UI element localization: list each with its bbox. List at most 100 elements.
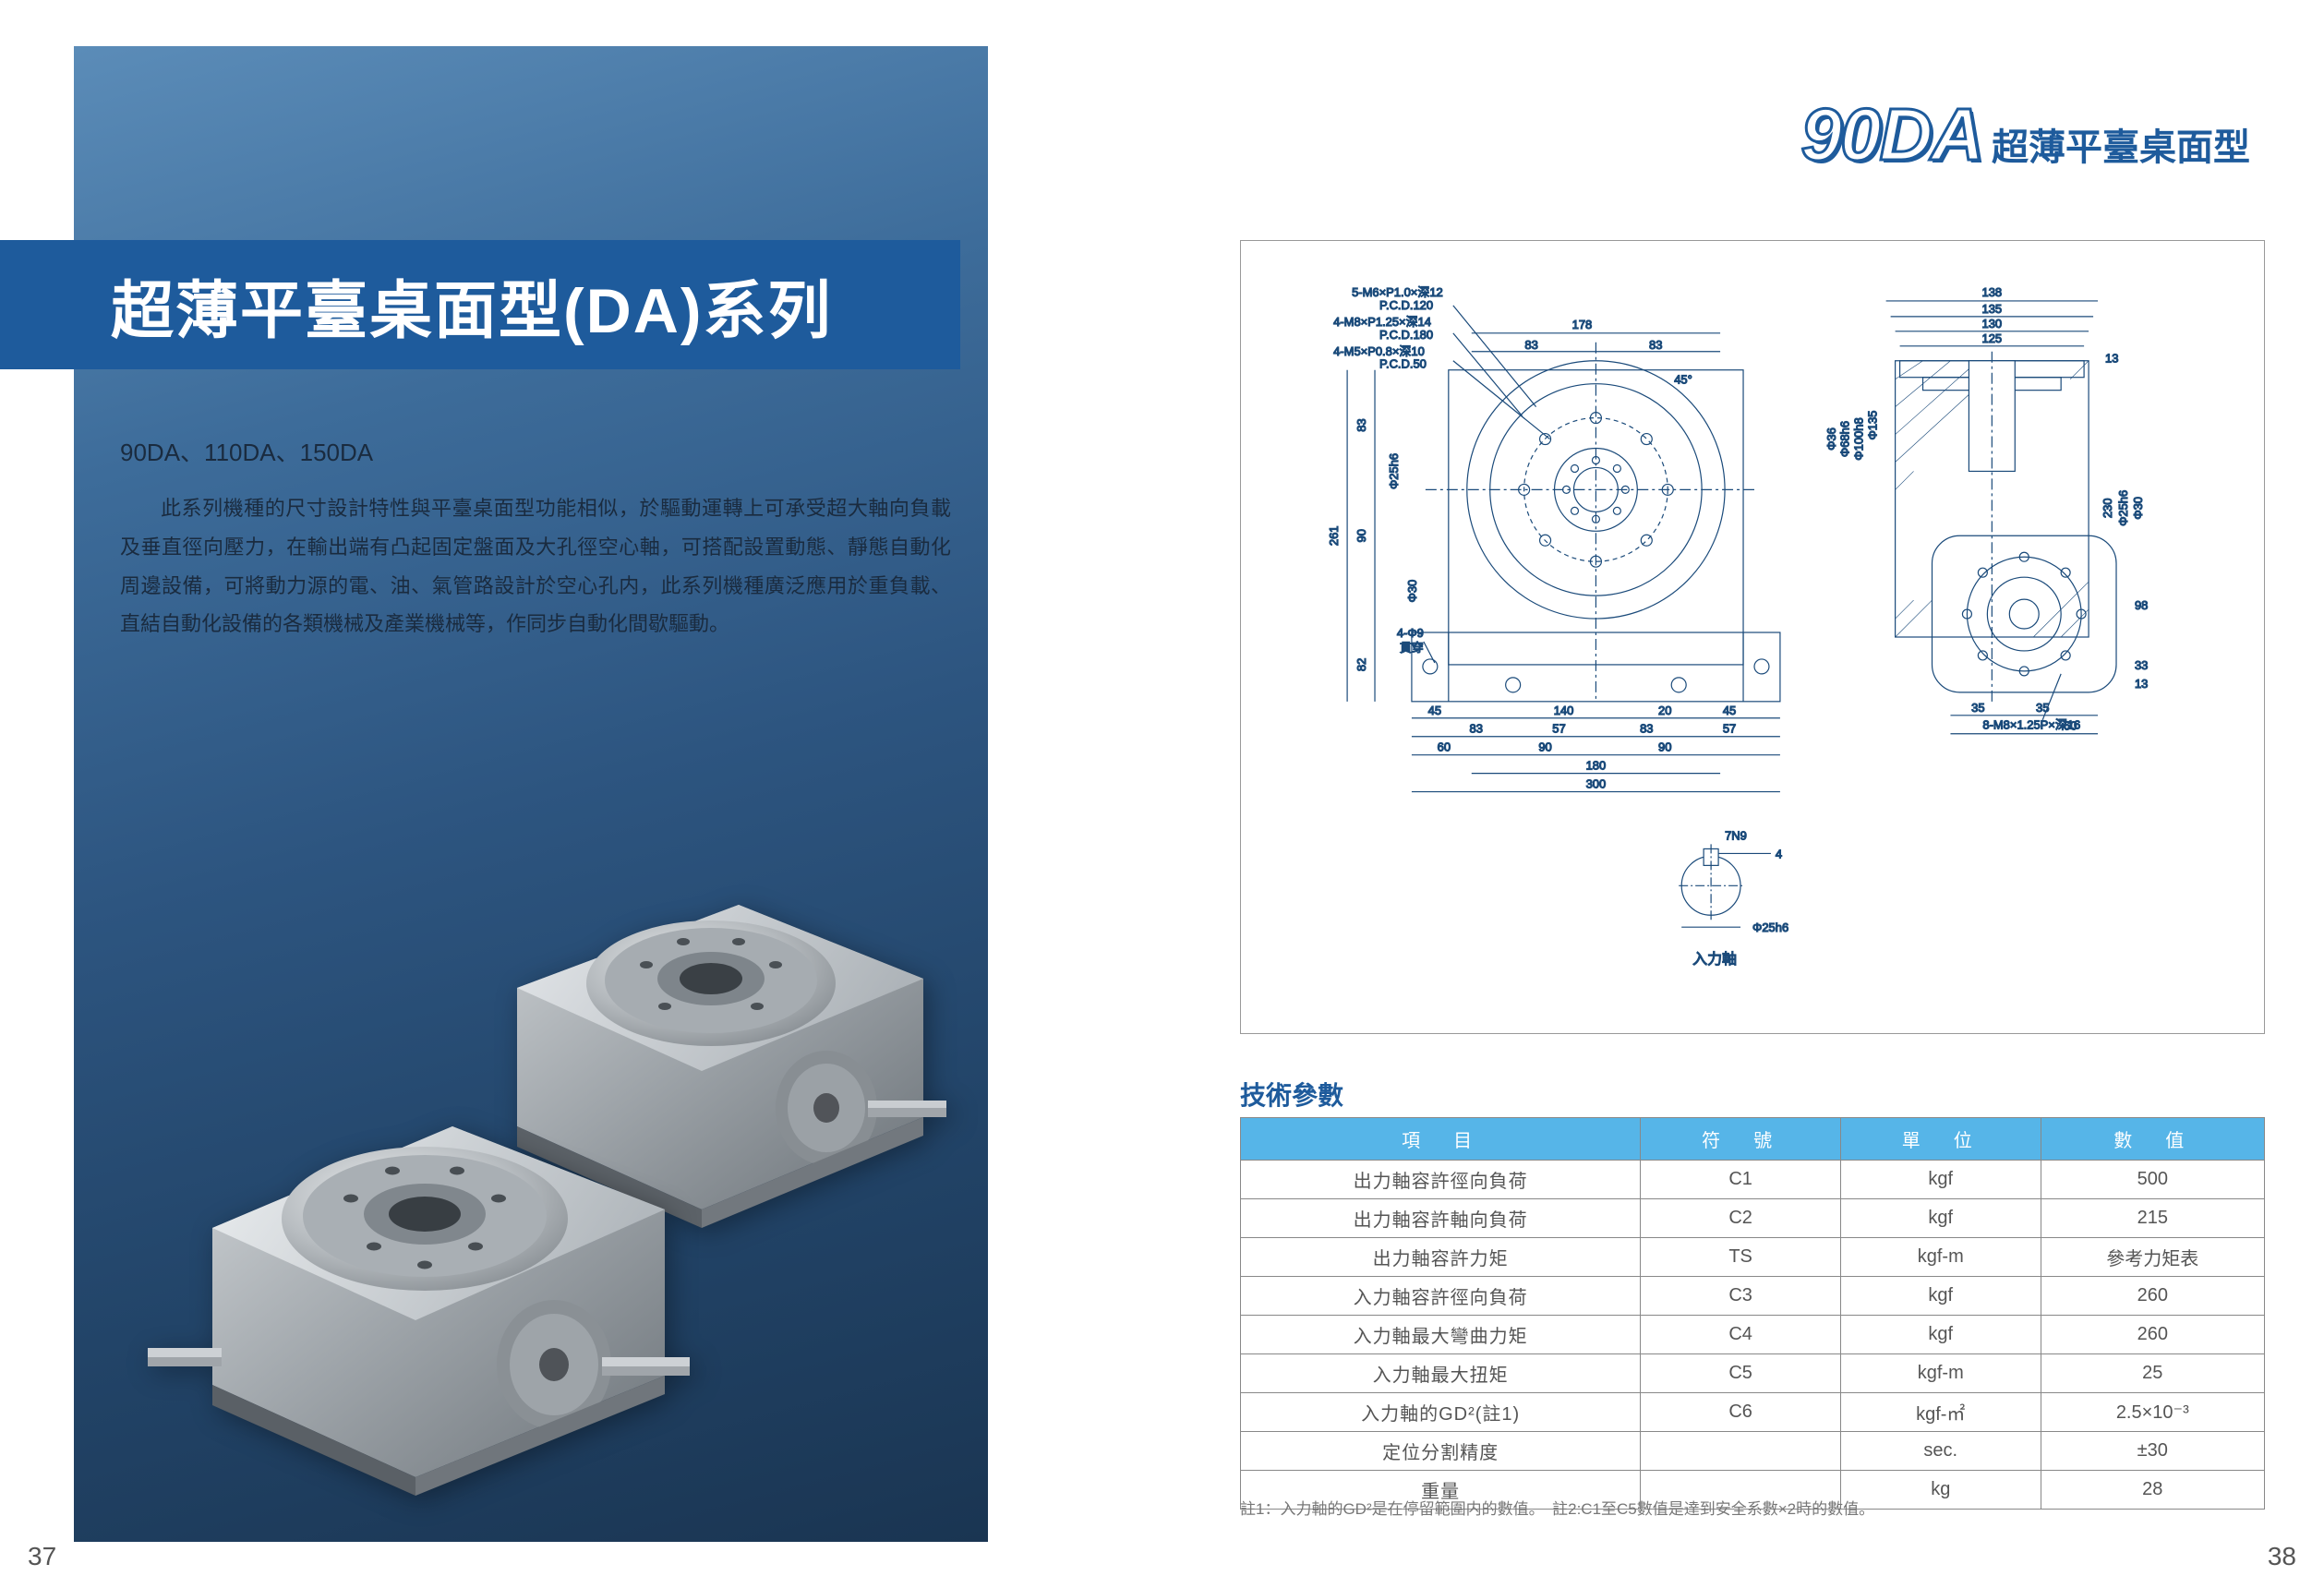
table-cell: 出力軸容許軸向負荷 [1241,1199,1641,1238]
table-row: 入力軸的GD²(註1)C6kgf-㎡2.5×10⁻³ [1241,1393,2265,1432]
table-cell: kgf-m [1840,1238,2041,1277]
table-header-row: 項 目 符 號 單 位 數 值 [1241,1118,2265,1161]
dim-label: 90 [1658,740,1671,754]
table-cell: 500 [2041,1161,2264,1199]
dim-label: Φ135 [1866,411,1880,440]
dim-label: Φ30 [2131,497,2145,520]
dim-label: 82 [1355,658,1368,671]
table-cell: C2 [1641,1199,1841,1238]
dim-label: Φ100h8 [1852,417,1866,460]
table-cell [1641,1432,1841,1471]
table-cell: sec. [1840,1432,2041,1471]
table-header: 項 目 [1241,1118,1641,1161]
table-cell: 28 [2041,1471,2264,1510]
dim-label: Φ25h6 [2116,490,2130,526]
dim-label: 5-M6×P1.0×深12 [1352,285,1443,299]
dim-label: 90 [1538,740,1551,754]
table-cell: 出力軸容許力矩 [1241,1238,1641,1277]
dim-label: P.C.D.50 [1379,357,1427,371]
table-cell: C6 [1641,1393,1841,1432]
dim-label: 33 [2135,658,2148,672]
dim-label: 125 [1982,331,2003,345]
series-description: 此系列機種的尺寸設計特性與平臺桌面型功能相似，於驅動運轉上可承受超大軸向負載及垂… [120,489,951,644]
dim-label: Φ68h6 [1838,421,1852,457]
dim-label: Φ25h6 [1752,920,1788,934]
table-cell: kgf [1840,1161,2041,1199]
left-page: 超薄平臺桌面型(DA)系列 90DA、110DA、150DA 此系列機種的尺寸設… [0,0,1162,1588]
dim-label: 4-M5×P0.8×深10 [1333,344,1425,358]
table-cell: C3 [1641,1277,1841,1316]
table-row: 出力軸容許軸向負荷C2kgf215 [1241,1199,2265,1238]
table-cell: kgf [1840,1199,2041,1238]
title-band: 超薄平臺桌面型(DA)系列 [0,240,960,369]
dim-label: 90 [1355,529,1368,542]
dim-label: 4-Φ9 [1397,626,1424,640]
table-cell: 參考力矩表 [2041,1238,2264,1277]
table-cell: C1 [1641,1161,1841,1199]
dim-label: 98 [2135,598,2148,612]
dim-label: 貫穿 [1400,641,1424,655]
dim-label: 83 [1355,418,1368,431]
model-header: 90DA 超薄平臺桌面型 [1800,92,2250,177]
indexer-unit-front [148,1016,702,1496]
table-cell: C4 [1641,1316,1841,1354]
dim-label: 138 [1982,285,2003,299]
table-header: 符 號 [1641,1118,1841,1161]
dim-label: 135 [1982,302,2003,316]
dim-label: 20 [1658,704,1671,717]
dim-label: Φ36 [1824,427,1838,451]
table-row: 出力軸容許徑向負荷C1kgf500 [1241,1161,2265,1199]
table-cell: 25 [2041,1354,2264,1393]
dim-label: 300 [1586,777,1607,791]
right-page: 90DA 超薄平臺桌面型 5-M6×P1.0×深12 P.C.D.120 4-M… [1162,0,2324,1588]
table-cell: kgf-m [1840,1354,2041,1393]
dim-label: 57 [1552,722,1565,736]
table-cell: kgf-㎡ [1840,1393,2041,1432]
dim-label: Φ30 [1405,580,1419,603]
dim-label: P.C.D.120 [1379,298,1433,312]
dim-label: 230 [2101,499,2114,519]
dim-label: 130 [1982,317,2003,331]
dim-label: 180 [1586,759,1607,773]
page-number-right: 38 [2268,1542,2296,1571]
table-cell: TS [1641,1238,1841,1277]
technical-drawing: 5-M6×P1.0×深12 P.C.D.120 4-M8×P1.25×深14 P… [1240,240,2265,1034]
footnote: 註1：入力軸的GD²是在停留範圍内的數值。 註2:C1至C5數值是達到安全系數×… [1240,1496,1874,1519]
dim-label: 35 [1971,701,1984,715]
dim-label: 140 [1554,704,1574,717]
dim-label: 45 [1428,704,1441,717]
table-cell: 260 [2041,1277,2264,1316]
product-render-area [111,776,960,1468]
table-row: 定位分割精度 sec.±30 [1241,1432,2265,1471]
params-title: 技術參數 [1240,1076,1343,1113]
series-title: 超薄平臺桌面型(DA)系列 [111,259,833,351]
table-row: 出力軸容許力矩TSkgf-m參考力矩表 [1241,1238,2265,1277]
table-row: 入力軸最大彎曲力矩C4kgf260 [1241,1316,2265,1354]
page-number-left: 37 [28,1542,56,1571]
dim-label: P.C.D.180 [1379,328,1433,342]
dim-label: 60 [1438,740,1451,754]
dim-label: 83 [1524,338,1537,352]
dim-label: 13 [2105,352,2118,366]
dim-label: 83 [1649,338,1662,352]
table-cell: 2.5×10⁻³ [2041,1393,2264,1432]
table-row: 入力軸最大扭矩C5kgf-m25 [1241,1354,2265,1393]
dim-label: 45 [1723,704,1736,717]
table-cell: kgf [1840,1277,2041,1316]
table-cell: 215 [2041,1199,2264,1238]
dim-label: 7N9 [1725,828,1747,842]
dim-label: 60 [2064,719,2077,733]
dim-label: 261 [1327,525,1341,546]
table-cell: 定位分割精度 [1241,1432,1641,1471]
model-subtitle: 超薄平臺桌面型 [1992,117,2250,171]
table-cell: ±30 [2041,1432,2264,1471]
table-row: 入力軸容許徑向負荷C3kgf260 [1241,1277,2265,1316]
table-cell: 入力軸最大彎曲力矩 [1241,1316,1641,1354]
dim-label: 178 [1572,318,1593,331]
dim-label: 83 [1640,722,1653,736]
table-cell: 入力軸的GD²(註1) [1241,1393,1641,1432]
table-cell: C5 [1641,1354,1841,1393]
model-number: 90DA [1800,92,1982,177]
dim-label: 入力軸 [1692,951,1737,968]
table-cell: 出力軸容許徑向負荷 [1241,1161,1641,1199]
